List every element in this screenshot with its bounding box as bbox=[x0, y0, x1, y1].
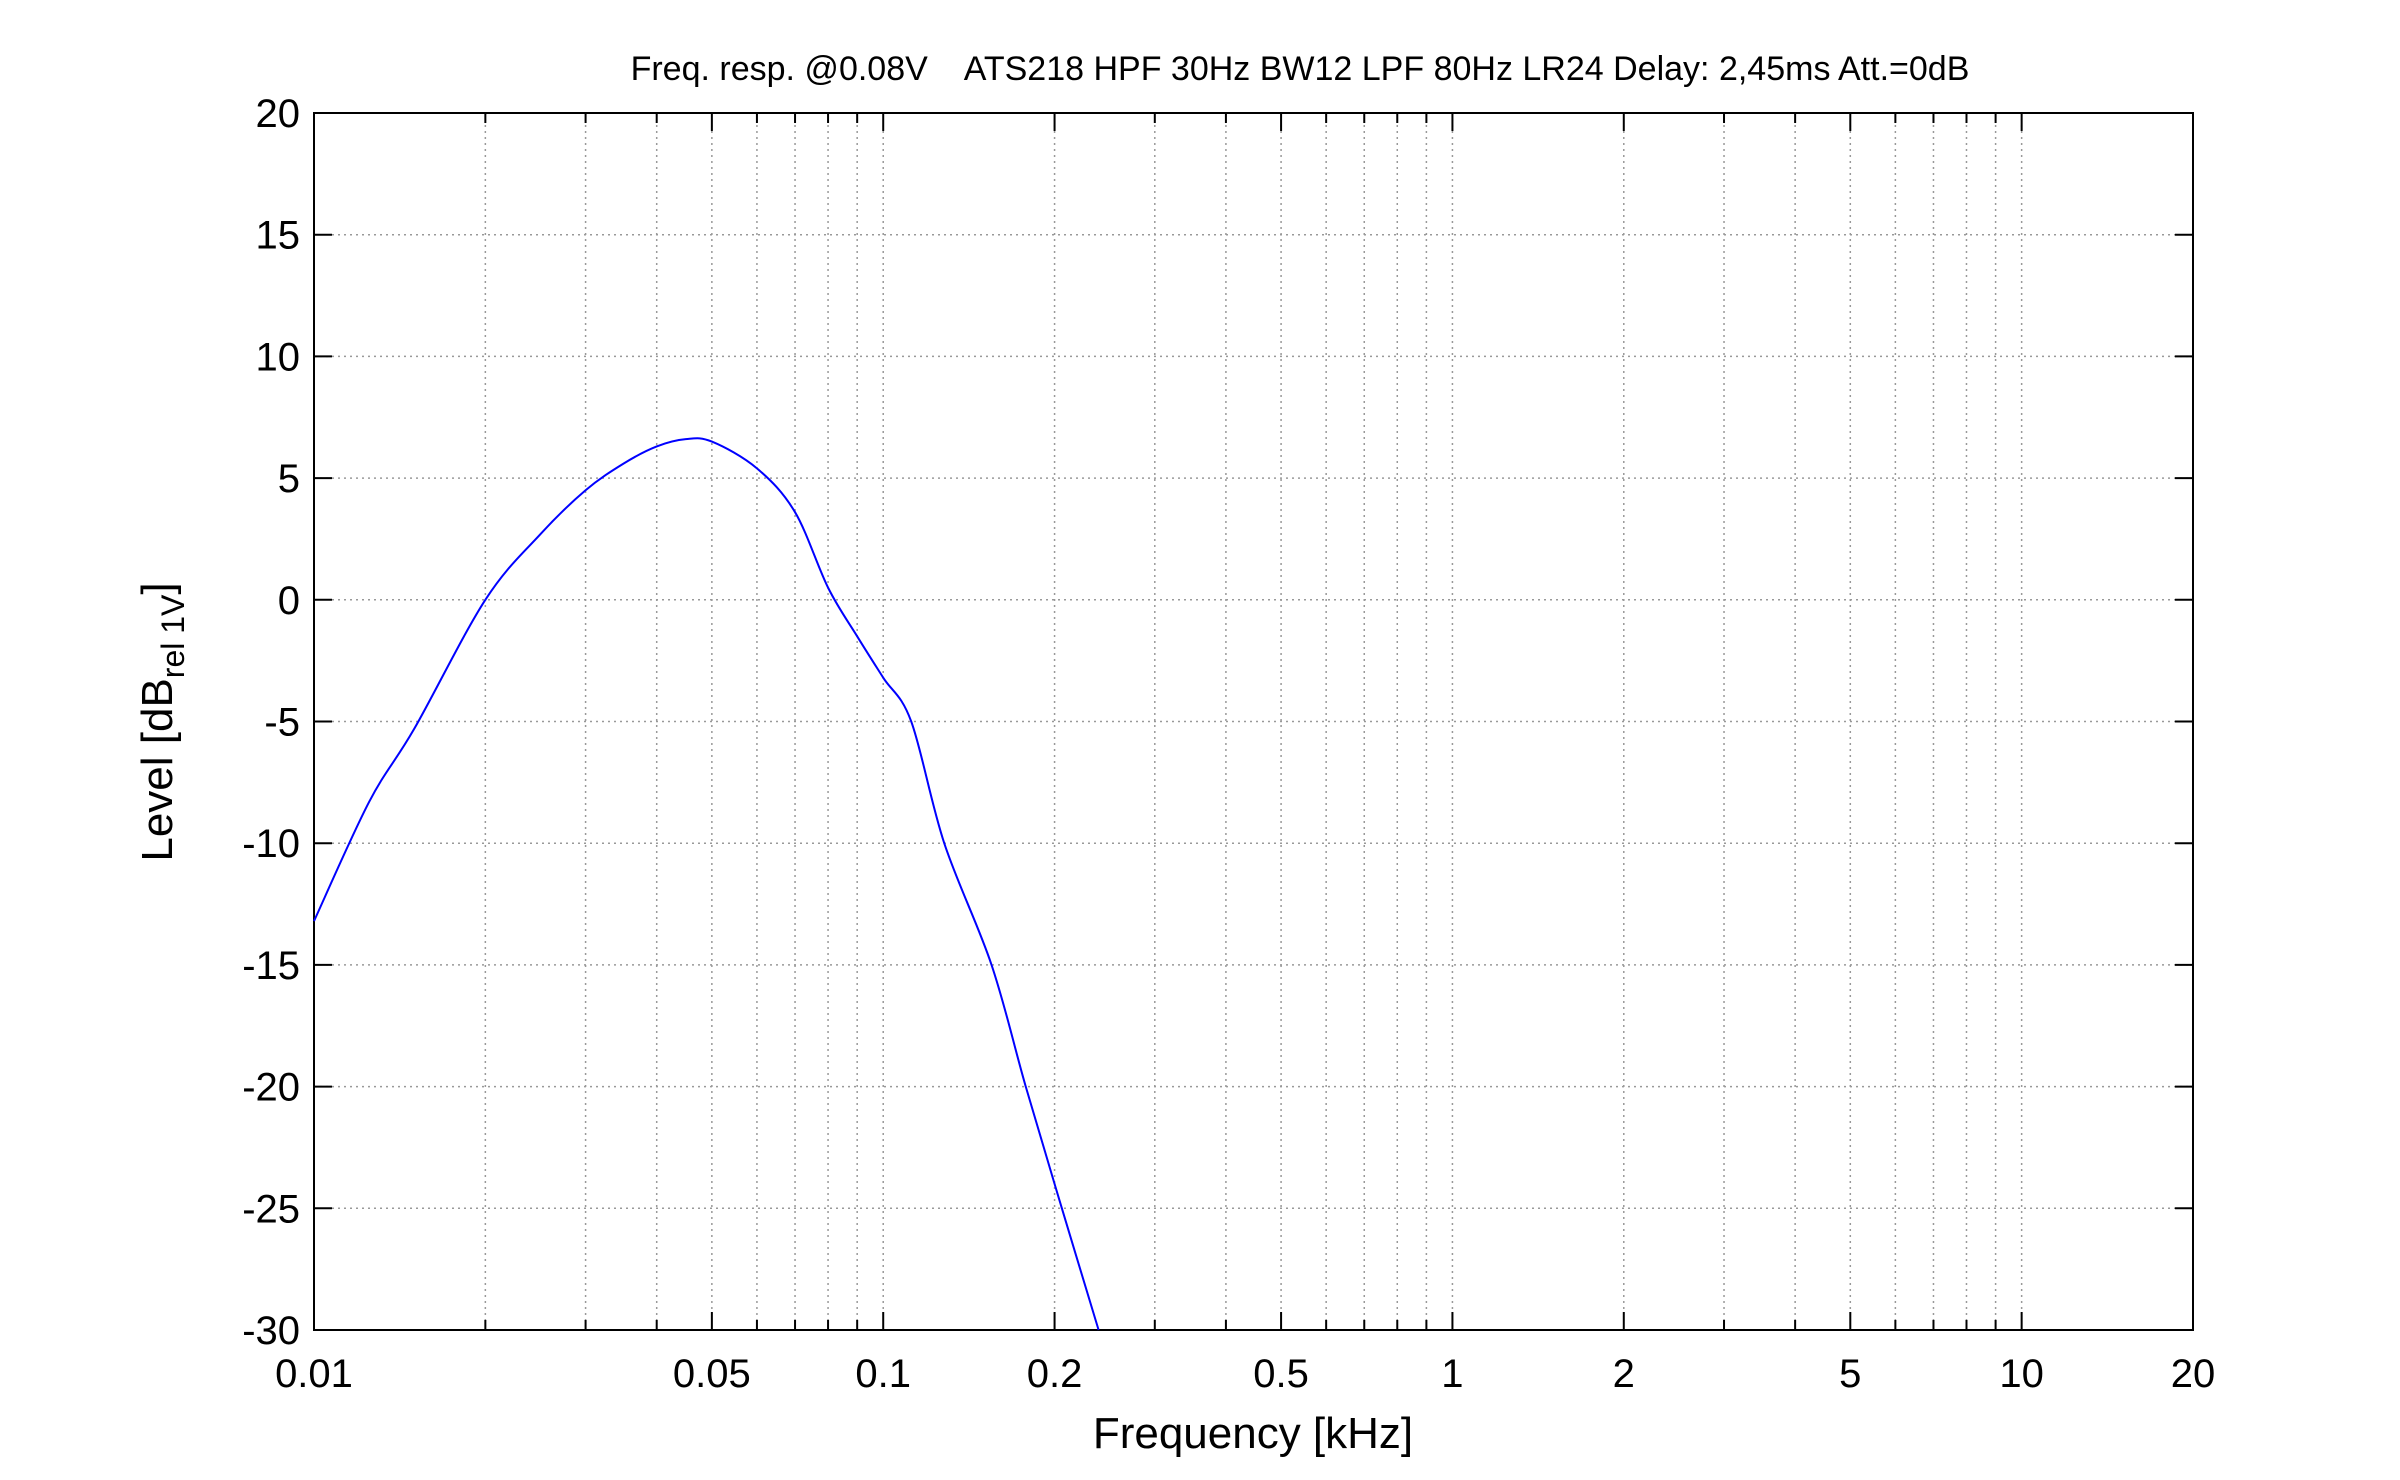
x-tick-label: 1 bbox=[1441, 1352, 1463, 1396]
y-label-main: Level [dB bbox=[133, 678, 182, 861]
x-tick-label: 5 bbox=[1839, 1352, 1861, 1396]
y-label-sub: rel 1V bbox=[155, 594, 191, 678]
y-tick-label: 20 bbox=[256, 92, 301, 136]
plot-frame bbox=[313, 112, 2194, 1331]
data-line bbox=[313, 437, 1100, 1331]
y-tick-label: -20 bbox=[242, 1066, 300, 1110]
y-tick-label: 5 bbox=[278, 457, 300, 501]
x-tick-label: 0.5 bbox=[1253, 1352, 1309, 1396]
x-tick-label: 20 bbox=[2171, 1352, 2216, 1396]
x-tick-label: 0.01 bbox=[275, 1352, 353, 1396]
y-tick-label: -10 bbox=[242, 822, 300, 866]
y-tick-label: -30 bbox=[242, 1309, 300, 1353]
y-tick-label: 10 bbox=[256, 335, 301, 379]
x-tick-label: 2 bbox=[1613, 1352, 1635, 1396]
y-label-tail: ] bbox=[133, 582, 182, 594]
y-tick-label: -5 bbox=[264, 701, 300, 745]
x-axis-label: Frequency [kHz] bbox=[1093, 1409, 1413, 1458]
x-tick-label: 0.05 bbox=[673, 1352, 751, 1396]
y-tick-label: -25 bbox=[242, 1187, 300, 1231]
y-axis-label: Level [dBrel 1V] bbox=[133, 582, 191, 861]
x-tick-label: 0.1 bbox=[855, 1352, 911, 1396]
y-tick-label: 15 bbox=[256, 214, 301, 258]
y-tick-label: 0 bbox=[278, 579, 300, 623]
y-tick-label: -15 bbox=[242, 944, 300, 988]
chart-title: Freq. resp. @0.08V ATS218 HPF 30Hz BW12 … bbox=[631, 50, 1970, 88]
x-tick-label: 10 bbox=[1999, 1352, 2044, 1396]
x-tick-label: 0.2 bbox=[1027, 1352, 1083, 1396]
